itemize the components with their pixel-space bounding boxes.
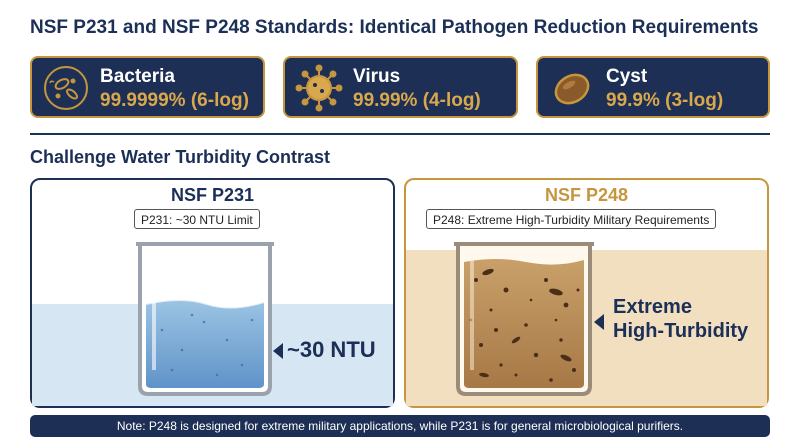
cyst-value: 99.9% (3-log)	[606, 90, 724, 111]
bacteria-name: Bacteria	[100, 66, 175, 87]
p248-title: NSF P248	[544, 185, 629, 205]
virus-name: Virus	[353, 66, 401, 87]
bacteria-icon	[42, 64, 90, 112]
p248-turbidity-label-line1: Extreme	[613, 296, 692, 318]
p231-turbidity-label: ~30 NTU	[287, 337, 376, 362]
virus-icon	[295, 64, 343, 112]
p231-chip: P231: ~30 NTU Limit	[134, 209, 260, 229]
bacteria-card: Bacteria 99.9999% (6-log)	[30, 56, 265, 118]
virus-card: Virus 99.99% (4-log)	[283, 56, 518, 118]
section-divider	[30, 133, 770, 135]
p248-illustration	[406, 242, 767, 406]
p231-title: NSF P231	[170, 185, 255, 205]
section-title: Challenge Water Turbidity Contrast	[30, 147, 331, 167]
footer-note: Note: P248 is designed for extreme milit…	[30, 415, 770, 437]
bacteria-value: 99.9999% (6-log)	[100, 90, 249, 111]
p248-chip: P248: Extreme High-Turbidity Military Re…	[426, 209, 717, 229]
p248-turbidity-label-line2: High-Turbidity	[613, 320, 749, 342]
page-title: NSF P231 and NSF P248 Standards: Identic…	[30, 17, 759, 38]
cyst-icon	[548, 64, 596, 112]
p231-illustration	[32, 242, 393, 406]
virus-value: 99.99% (4-log)	[353, 90, 481, 111]
cyst-name: Cyst	[606, 66, 648, 87]
cyst-card: Cyst 99.9% (3-log)	[536, 56, 770, 118]
